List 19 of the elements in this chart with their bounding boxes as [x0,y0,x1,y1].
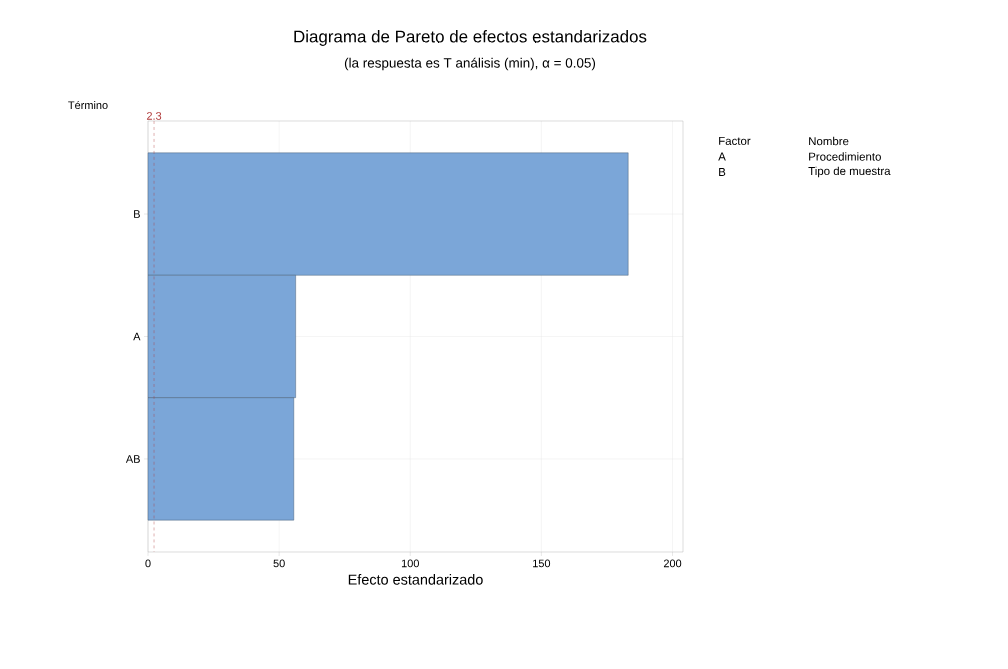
y-tick-label: B [134,210,140,218]
x-axis-title: Efecto estandarizado [348,574,483,585]
text: Procedimiento [809,152,881,161]
y-axis-title: Término [68,100,108,110]
x-tick-label: 50 [273,559,285,568]
text: Tipo de muestra [808,166,891,178]
ref-line-label: 2.3 [146,112,162,120]
x-tick-label: 150 [533,559,551,568]
text: B [719,168,726,176]
text: Factor [719,137,751,145]
chart-subtitle: (la respuesta es T análisis (min), α = 0.05) [344,57,596,71]
x-tick-label: 100 [401,559,419,568]
x-tick-label: 0 [145,559,151,568]
y-tick-label: AB [125,455,140,463]
chart-title: Diagrama de Pareto de efectos estandarizados [294,30,647,46]
y-tick-label: A [133,332,141,341]
x-tick-label: 200 [663,559,682,568]
text: Nombre [809,136,849,146]
text: A [718,152,726,161]
